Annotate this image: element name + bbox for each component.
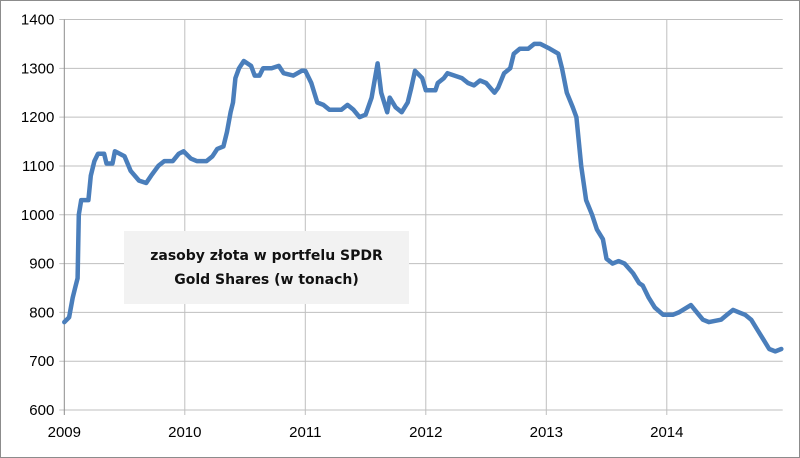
annotation-line-1: zasoby złota w portfelu SPDR [150, 247, 383, 264]
x-tick-label: 2014 [650, 424, 683, 441]
annotation-line-2: Gold Shares (w tonach) [174, 271, 359, 288]
y-tick-label: 900 [29, 256, 54, 273]
x-tick-label: 2009 [48, 424, 81, 441]
x-tick-label: 2011 [289, 424, 321, 441]
y-tick-label: 1100 [22, 158, 54, 175]
y-tick-label: 800 [29, 304, 54, 321]
y-tick-label: 600 [29, 402, 54, 419]
y-tick-label: 1300 [21, 60, 54, 77]
y-tick-label: 1000 [21, 207, 54, 224]
y-tick-label: 700 [29, 353, 54, 370]
series-line [62, 41, 784, 354]
x-tick-label: 2010 [168, 424, 201, 441]
y-tick-label: 1400 [21, 12, 54, 29]
chart-annotation-box: zasoby złota w portfelu SPDR Gold Shares… [124, 231, 409, 304]
y-tick-label: 1200 [21, 109, 54, 126]
x-tick-label: 2012 [409, 424, 442, 441]
x-tick-label: 2013 [530, 424, 563, 441]
